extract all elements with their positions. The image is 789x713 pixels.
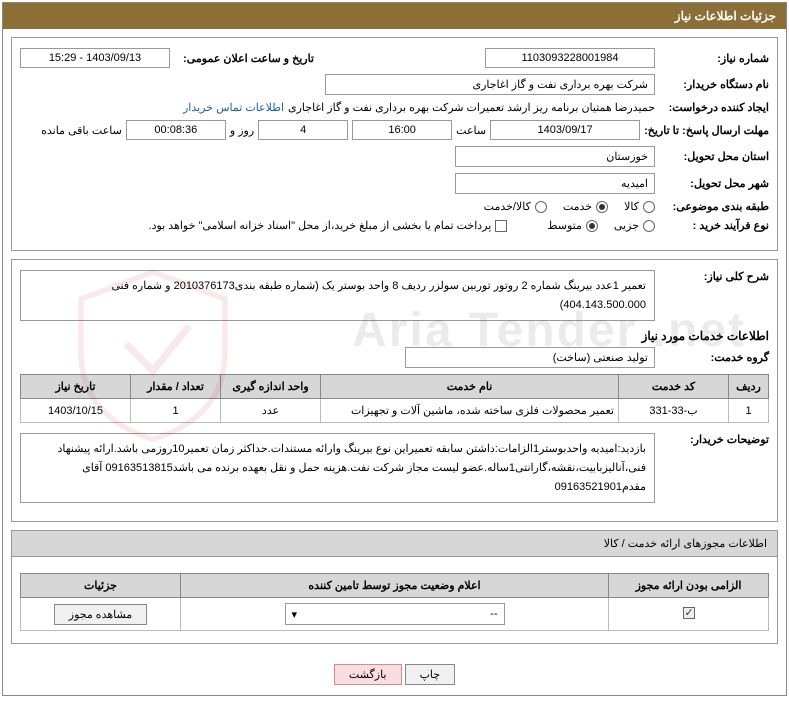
remaining-label: ساعت باقی مانده xyxy=(41,124,122,137)
form-section-main: شماره نیاز: 1103093228001984 تاریخ و ساع… xyxy=(11,37,778,251)
category-label: طبقه بندی موضوعی: xyxy=(659,200,769,213)
chevron-down-icon: ▾ xyxy=(292,608,298,621)
th-details: جزئیات xyxy=(21,574,181,598)
print-button[interactable]: چاپ xyxy=(405,664,456,685)
province-label: استان محل تحویل: xyxy=(659,150,769,163)
cell-unit: عدد xyxy=(221,399,321,423)
countdown-field: 00:08:36 xyxy=(126,120,226,140)
section-header-title: جزئیات اطلاعات نیاز xyxy=(675,9,776,23)
mandatory-checkbox xyxy=(683,607,695,619)
days-left-suffix: روز و xyxy=(230,124,254,137)
deadline-label: مهلت ارسال پاسخ: تا تاریخ: xyxy=(644,124,769,137)
license-header-row: الزامی بودن ارائه مجوز اعلام وضعیت مجوز … xyxy=(21,574,769,598)
license-status-cell: -- ▾ xyxy=(181,598,609,631)
radio-partial-label: جزیی xyxy=(614,219,639,232)
radio-service-label: خدمت xyxy=(563,200,592,213)
cell-row: 1 xyxy=(729,399,769,423)
buyer-notes-box: بازدید:امیدیه واحدبوستر1الزامات:داشتن سا… xyxy=(20,433,655,503)
form-section-overview: شرح کلی نیاز: تعمیر 1عدد بیرینگ شماره 2 … xyxy=(11,259,778,522)
radio-goods[interactable] xyxy=(643,201,655,213)
service-group-label: گروه خدمت: xyxy=(659,351,769,364)
radio-medium-label: متوسط xyxy=(547,219,582,232)
license-row: -- ▾ مشاهده مجوز xyxy=(21,598,769,631)
city-field: امیدیه xyxy=(455,173,655,194)
radio-goods-label: کالا xyxy=(624,200,639,213)
buyer-field: شرکت بهره برداری نفت و گاز اغاجاری xyxy=(325,74,655,95)
need-no-field: 1103093228001984 xyxy=(485,48,655,68)
cell-qty: 1 xyxy=(131,399,221,423)
radio-service[interactable] xyxy=(596,201,608,213)
radio-goods-service-label: کالا/خدمت xyxy=(484,200,531,213)
license-details-cell: مشاهده مجوز xyxy=(21,598,181,631)
radio-goods-service[interactable] xyxy=(535,201,547,213)
city-label: شهر محل تحویل: xyxy=(659,177,769,190)
requester-field: حمیدرضا همتیان برنامه ریز ارشد تعمیرات ش… xyxy=(288,101,655,114)
cell-date: 1403/10/15 xyxy=(21,399,131,423)
section-header: جزئیات اطلاعات نیاز xyxy=(3,3,786,29)
status-select-value: -- xyxy=(490,608,497,620)
services-needed-title: اطلاعات خدمات مورد نیاز xyxy=(20,329,769,343)
purchase-type-label: نوع فرآیند خرید : xyxy=(659,219,769,232)
th-qty: تعداد / مقدار xyxy=(131,375,221,399)
announce-date-label: تاریخ و ساعت اعلان عمومی: xyxy=(174,52,314,65)
requester-label: ایجاد کننده درخواست: xyxy=(659,101,769,114)
buyer-notes-label: توضیحات خریدار: xyxy=(659,433,769,446)
view-license-button[interactable]: مشاهده مجوز xyxy=(54,604,147,625)
radio-medium[interactable] xyxy=(586,220,598,232)
announce-date-field: 1403/09/13 - 15:29 xyxy=(20,48,170,68)
license-section: اطلاعات مجوزهای ارائه خدمت / کالا الزامی… xyxy=(11,530,778,644)
page-container: Aria Tender .net جزئیات اطلاعات نیاز شما… xyxy=(2,2,787,696)
back-button[interactable]: بازگشت xyxy=(334,664,402,685)
deadline-date-field: 1403/09/17 xyxy=(490,120,640,140)
license-table: الزامی بودن ارائه مجوز اعلام وضعیت مجوز … xyxy=(20,573,769,631)
days-left-field: 4 xyxy=(258,120,348,140)
button-row: چاپ بازگشت xyxy=(3,652,786,695)
time-label: ساعت xyxy=(456,124,486,137)
overview-title-box: تعمیر 1عدد بیرینگ شماره 2 روتور توربین س… xyxy=(20,270,655,321)
province-field: خوزستان xyxy=(455,146,655,167)
need-no-label: شماره نیاز: xyxy=(659,52,769,65)
table-row: 1 ب-33-331 تعمیر محصولات فلزی ساخته شده،… xyxy=(21,399,769,423)
payment-note: پرداخت تمام یا بخشی از مبلغ خرید،از محل … xyxy=(149,219,492,232)
th-mandatory: الزامی بودن ارائه مجوز xyxy=(609,574,769,598)
th-row: ردیف xyxy=(729,375,769,399)
th-status: اعلام وضعیت مجوز توسط تامین کننده xyxy=(181,574,609,598)
cell-name: تعمیر محصولات فلزی ساخته شده، ماشین آلات… xyxy=(321,399,619,423)
overview-title-label: شرح کلی نیاز: xyxy=(659,270,769,283)
services-table: ردیف کد خدمت نام خدمت واحد اندازه گیری ت… xyxy=(20,374,769,423)
payment-checkbox[interactable] xyxy=(495,220,507,232)
contact-link[interactable]: اطلاعات تماس خریدار xyxy=(183,101,284,114)
radio-partial[interactable] xyxy=(643,220,655,232)
license-section-title: اطلاعات مجوزهای ارائه خدمت / کالا xyxy=(11,530,778,557)
status-select[interactable]: -- ▾ xyxy=(285,603,505,625)
th-name: نام خدمت xyxy=(321,375,619,399)
service-group-field: تولید صنعتی (ساخت) xyxy=(405,347,655,368)
buyer-label: نام دستگاه خریدار: xyxy=(659,78,769,91)
license-mandatory-cell xyxy=(609,598,769,631)
deadline-time-field: 16:00 xyxy=(352,120,452,140)
th-unit: واحد اندازه گیری xyxy=(221,375,321,399)
th-code: کد خدمت xyxy=(619,375,729,399)
th-date: تاریخ نیاز xyxy=(21,375,131,399)
cell-code: ب-33-331 xyxy=(619,399,729,423)
table-header-row: ردیف کد خدمت نام خدمت واحد اندازه گیری ت… xyxy=(21,375,769,399)
